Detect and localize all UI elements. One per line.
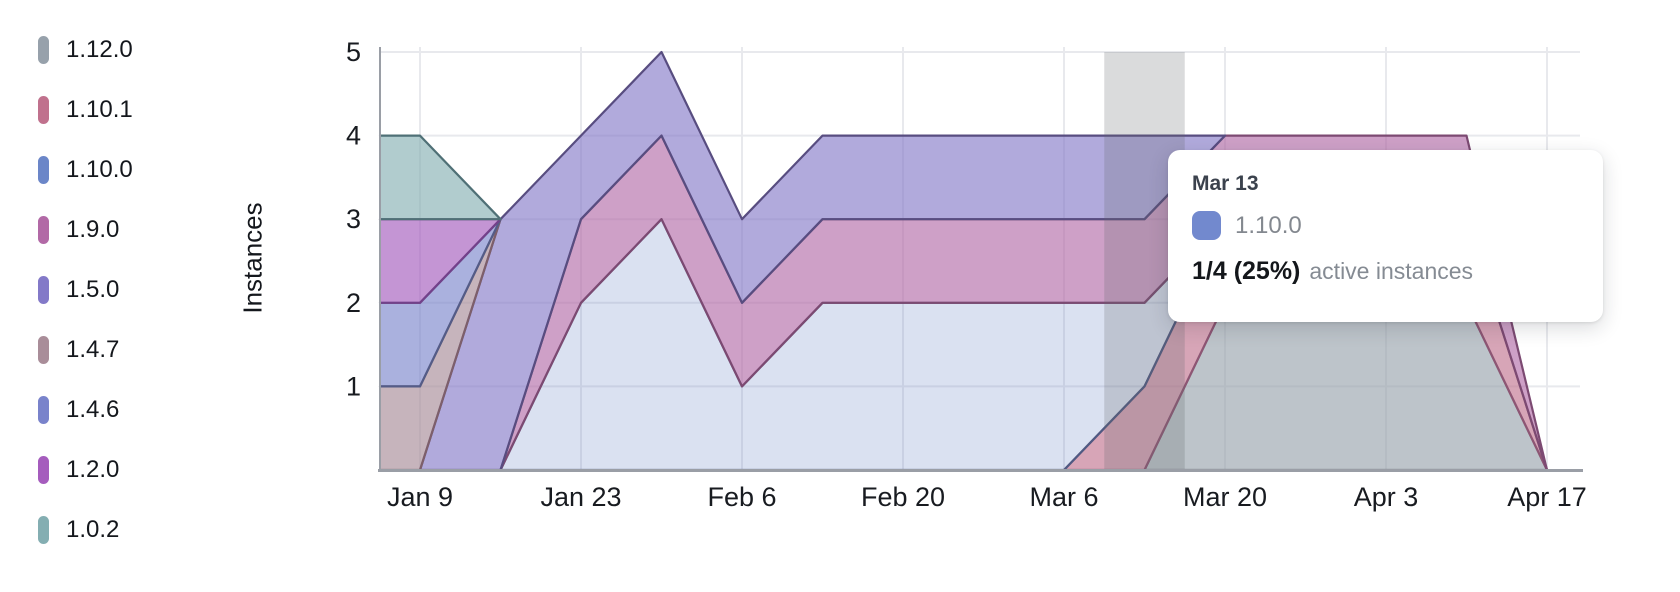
legend-label: 1.5.0	[66, 276, 120, 303]
legend-label: 1.2.0	[66, 456, 120, 483]
area-fill	[380, 302, 1547, 470]
area-fill	[380, 219, 1547, 470]
area-top-line	[418, 50, 1227, 472]
area-top-line	[378, 134, 502, 221]
area-series-1.0.2[interactable]	[378, 52, 1547, 470]
area-bottom-line	[378, 218, 502, 304]
y-axis-labels: 1 2 3 4 5	[346, 37, 361, 401]
tooltip-series-swatch	[1192, 211, 1221, 240]
legend-swatch-icon	[38, 456, 49, 484]
legend-swatch-icon	[38, 96, 49, 124]
legend-item-1.4.7[interactable]: 1.4.7	[38, 333, 119, 367]
area-bottom-line	[378, 218, 502, 388]
legend-swatch-icon	[38, 276, 49, 304]
legend-item-1.2.0[interactable]: 1.2.0	[38, 453, 119, 487]
legend-item-1.0.2[interactable]: 1.0.2	[38, 513, 119, 547]
legend-swatch-icon	[38, 36, 49, 64]
area-bottom-line	[418, 134, 1227, 472]
area-series-1.5.0[interactable]	[380, 50, 1547, 472]
x-axis-labels: Jan 9 Jan 23 Feb 6 Feb 20 Mar 6 Mar 20 Apr 3 Ap…	[387, 482, 1587, 512]
legend-item-1.4.6[interactable]: 1.4.6	[38, 393, 119, 427]
legend-item-1.9.0[interactable]: 1.9.0	[38, 213, 119, 247]
legend-swatch-icon	[38, 516, 49, 544]
chart-tooltip: Mar 13 1.10.0 1/4 (25%) active instances	[1168, 150, 1603, 322]
x-tick-label: Apr 17	[1507, 482, 1587, 512]
tooltip-value-row: 1/4 (25%) active instances	[1192, 257, 1579, 286]
legend-label: 1.10.1	[66, 96, 133, 123]
y-tick-label: 5	[346, 37, 361, 67]
legend-label: 1.4.6	[66, 396, 120, 423]
x-tick-label: Mar 6	[1029, 482, 1098, 512]
tooltip-series-label: 1.10.0	[1235, 211, 1302, 239]
legend-item-1.12.0[interactable]: 1.12.0	[38, 33, 133, 67]
legend-swatch-icon	[38, 396, 49, 424]
legend-label: 1.10.0	[66, 156, 133, 183]
legend-item-1.5.0[interactable]: 1.5.0	[38, 273, 119, 307]
legend-swatch-icon	[38, 336, 49, 364]
legend-label: 1.4.7	[66, 336, 120, 363]
x-tick-label: Jan 23	[540, 482, 621, 512]
x-tick-label: Mar 20	[1183, 482, 1267, 512]
tooltip-date: Mar 13	[1192, 172, 1259, 195]
tooltip-value: 1/4 (25%)	[1192, 257, 1301, 285]
legend-item-1.10.0[interactable]: 1.10.0	[38, 153, 133, 187]
legend-swatch-icon	[38, 216, 49, 244]
chart-legend: 1.12.0 1.10.1 1.10.0 1.9.0 1.5.0 1.4.7 1.4.6 1.…	[0, 0, 230, 592]
y-tick-label: 1	[346, 371, 361, 401]
legend-swatch-icon	[38, 156, 49, 184]
y-tick-label: 4	[346, 121, 361, 151]
tooltip-value-suffix: active instances	[1309, 258, 1474, 284]
x-tick-label: Apr 3	[1354, 482, 1419, 512]
tooltip-series-row: 1.10.0	[1192, 211, 1579, 240]
legend-item-1.10.1[interactable]: 1.10.1	[38, 93, 133, 127]
legend-label: 1.0.2	[66, 516, 120, 543]
x-tick-label: Feb 6	[707, 482, 776, 512]
legend-label: 1.12.0	[66, 36, 133, 63]
legend-label: 1.9.0	[66, 216, 120, 243]
x-tick-label: Feb 20	[861, 482, 945, 512]
y-tick-label: 3	[346, 204, 361, 234]
x-tick-label: Jan 9	[387, 482, 453, 512]
y-tick-label: 2	[346, 288, 361, 318]
